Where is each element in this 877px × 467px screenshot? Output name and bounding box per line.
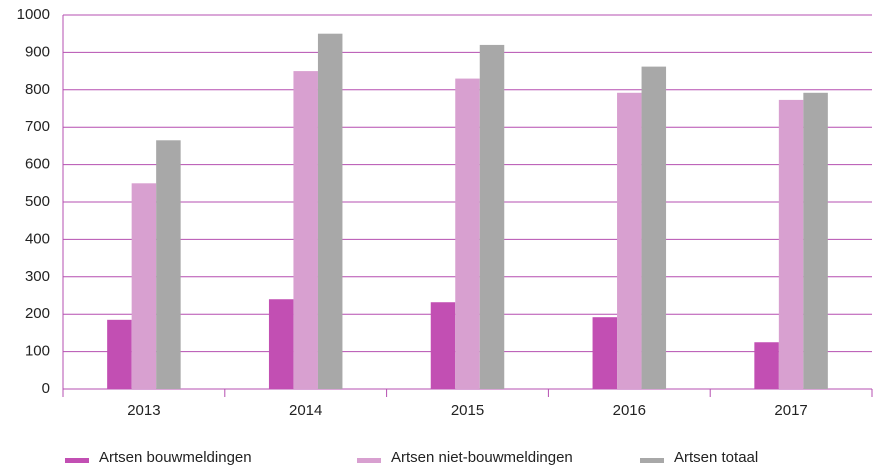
x-tick-label: 2017: [774, 402, 807, 419]
y-tick-label: 200: [25, 305, 50, 322]
y-tick-label: 100: [25, 343, 50, 360]
bar: [479, 44, 505, 390]
bar: [156, 140, 181, 389]
y-tick-label: 900: [25, 43, 50, 60]
legend-label: Artsen totaal: [674, 449, 758, 466]
bar: [617, 92, 642, 390]
x-tick-label: 2013: [127, 402, 160, 419]
legend-label: Artsen niet-bouwmeldingen: [391, 449, 573, 466]
y-tick-label: 800: [25, 81, 50, 98]
bar: [293, 71, 318, 389]
y-tick-label: 1000: [17, 6, 50, 23]
y-tick-label: 0: [42, 380, 50, 397]
bar: [430, 302, 456, 389]
y-tick-label: 700: [25, 118, 50, 135]
bar: [131, 183, 157, 389]
x-tick-label: 2016: [613, 402, 646, 419]
bar: [754, 342, 779, 389]
bar: [455, 78, 480, 389]
legend-swatch: [640, 458, 664, 463]
x-tick-label: 2015: [451, 402, 484, 419]
legend-swatch: [357, 458, 381, 463]
bar: [107, 319, 132, 389]
legend-swatch: [65, 458, 89, 463]
y-tick-label: 500: [25, 193, 50, 210]
y-tick-label: 300: [25, 268, 50, 285]
bar: [803, 92, 828, 390]
bar: [778, 99, 804, 389]
x-tick-label: 2014: [289, 402, 322, 419]
y-tick-label: 600: [25, 156, 50, 173]
y-tick-label: 400: [25, 230, 50, 247]
bar: [317, 33, 343, 389]
bar: [268, 299, 294, 389]
legend-label: Artsen bouwmeldingen: [99, 449, 252, 466]
bar: [641, 66, 667, 389]
bar: [592, 317, 618, 389]
